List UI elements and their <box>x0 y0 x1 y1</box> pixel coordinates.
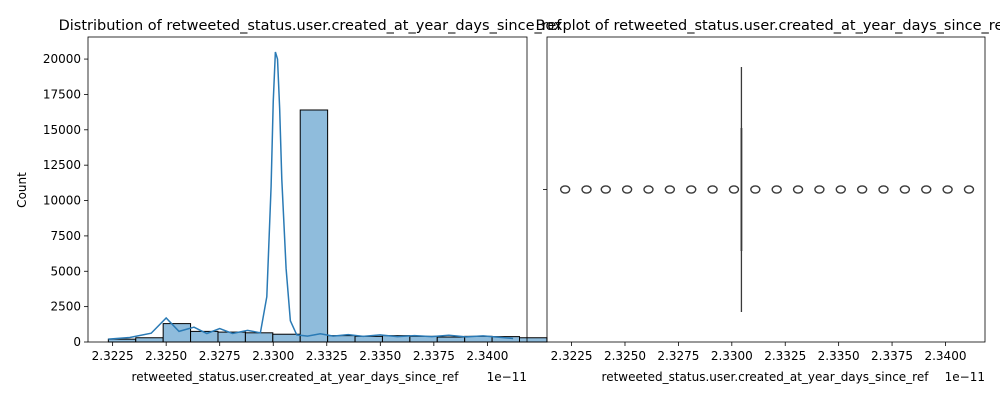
histogram-title: Distribution of retweeted_status.user.cr… <box>59 18 563 34</box>
boxplot-outlier <box>921 185 932 194</box>
boxplot-outlier <box>686 185 697 194</box>
histogram-x-axis-label: retweeted_status.user.created_at_year_da… <box>132 370 460 384</box>
histogram-bar <box>299 109 329 343</box>
histogram-panel: Distribution of retweeted_status.user.cr… <box>15 18 562 384</box>
boxplot-outlier <box>856 185 868 194</box>
boxplot-outlier <box>963 185 975 194</box>
histogram-bar <box>272 333 301 343</box>
boxplot-x-axis-label: retweeted_status.user.created_at_year_da… <box>602 370 930 384</box>
boxplot-panel: Boxplot of retweeted_status.user.created… <box>536 18 1000 384</box>
boxplot-outlier <box>792 185 804 194</box>
histogram-bar <box>135 337 164 343</box>
histogram-bar <box>436 336 466 343</box>
boxplot-x-tick-label: 2.3325 <box>764 349 806 363</box>
histogram-x-tick-label: 2.3275 <box>199 349 241 363</box>
boxplot-outlier <box>835 185 846 194</box>
boxplot-x-tick-label: 2.3275 <box>657 349 699 363</box>
histogram-y-tick-label: 12500 <box>43 158 81 172</box>
histogram-bar <box>354 335 383 343</box>
boxplot-x-tick-label: 2.3400 <box>924 349 966 363</box>
boxplot-x-tick-label: 2.3225 <box>551 349 593 363</box>
boxplot-outlier <box>771 185 782 194</box>
histogram-bar <box>519 337 548 343</box>
boxplot-outlier <box>600 185 611 194</box>
boxplot-outlier <box>878 185 889 194</box>
boxplot-outlier <box>750 185 761 194</box>
boxplot-outlier <box>643 185 654 194</box>
histogram-x-tick-label: 2.3250 <box>145 349 187 363</box>
histogram-y-tick-label: 5000 <box>50 264 81 278</box>
boxplot-x-offset-label: 1e−11 <box>945 370 985 384</box>
histogram-y-tick-label: 20000 <box>43 52 81 66</box>
histogram-y-tick-label: 2500 <box>50 300 81 314</box>
boxplot-outlier <box>621 185 633 194</box>
boxplot-outlier <box>899 185 911 194</box>
histogram-frame <box>87 36 528 343</box>
boxplot-outlier <box>814 185 825 194</box>
histogram-x-tick-label: 2.3375 <box>413 349 455 363</box>
kde-curve <box>108 51 514 340</box>
boxplot-outlier <box>664 185 676 194</box>
histogram-x-tick-label: 2.3400 <box>466 349 508 363</box>
histogram-x-tick-label: 2.3300 <box>252 349 294 363</box>
histogram-x-tick-label: 2.3325 <box>306 349 348 363</box>
histogram-y-tick-label: 10000 <box>43 194 81 208</box>
histogram-y-tick-label: 17500 <box>43 87 81 101</box>
histogram-x-tick-label: 2.3350 <box>359 349 401 363</box>
histogram-y-axis-label: Count <box>15 172 29 208</box>
boxplot-plot-area: 2.3225 2.3250 2.3275 2.3300 2.3325 2.3350 2.33… <box>543 36 986 363</box>
histogram-y-tick-label: 0 <box>73 335 81 349</box>
boxplot-x-tick-label: 2.3250 <box>604 349 646 363</box>
boxplot-outlier <box>581 185 592 194</box>
boxplot-x-tick-label: 2.3375 <box>871 349 913 363</box>
histogram-bar <box>327 335 356 343</box>
histogram-bar <box>162 323 192 343</box>
histogram-bar <box>244 332 274 343</box>
boxplot-x-tick-label: 2.3350 <box>818 349 860 363</box>
boxplot-outlier <box>942 185 953 194</box>
histogram-x-offset-label: 1e−11 <box>487 370 527 384</box>
histogram-x-tick-label: 2.3225 <box>92 349 134 363</box>
histogram-y-tick-label: 7500 <box>50 229 81 243</box>
boxplot-title: Boxplot of retweeted_status.user.created… <box>536 18 1000 34</box>
histogram-plot-area: 2.3225 2.3250 2.3275 2.3300 2.3325 2.3350 2.33… <box>43 36 548 363</box>
boxplot-outlier <box>559 185 571 194</box>
boxplot-outlier <box>728 185 740 194</box>
boxplot-x-tick-label: 2.3300 <box>711 349 753 363</box>
histogram-y-tick-label: 15000 <box>43 123 81 137</box>
boxplot-outlier <box>707 185 718 194</box>
